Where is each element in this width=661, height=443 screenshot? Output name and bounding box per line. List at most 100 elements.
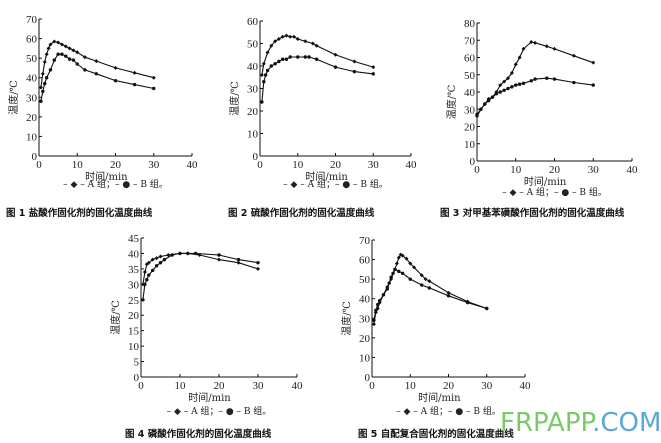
y-tick-label: 10	[128, 341, 140, 353]
data-point-b	[158, 261, 163, 265]
y-tick-label: 15	[128, 326, 140, 338]
x-axis-label: 时间/min	[524, 175, 567, 188]
y-tick-label: 20	[128, 310, 140, 322]
data-point-b	[296, 55, 300, 59]
data-point-b	[552, 77, 557, 81]
data-point-a	[521, 46, 526, 51]
data-point-b	[94, 72, 99, 76]
x-tick-label: 10	[292, 159, 304, 171]
x-axis-label: 时间/min	[305, 170, 348, 183]
data-point-a	[38, 85, 43, 90]
x-tick-label: 40	[406, 159, 418, 171]
data-point-a	[333, 52, 338, 57]
data-point-b	[64, 54, 68, 58]
y-tick-label: 30	[247, 84, 259, 96]
data-point-b	[236, 257, 241, 262]
data-point-b	[71, 58, 76, 62]
data-point-b	[256, 261, 260, 265]
data-point-b	[377, 298, 382, 303]
data-point-a	[94, 59, 99, 64]
data-point-b	[465, 300, 470, 305]
legend: – ◆ – A 组；– ● – B 组。	[167, 405, 272, 417]
data-point-b	[372, 318, 376, 322]
data-point-a	[284, 33, 289, 38]
y-tick-label: 60	[247, 16, 259, 28]
x-tick-label: 20	[110, 159, 122, 171]
x-tick-label: 10	[72, 159, 84, 171]
x-tick-label: 40	[520, 380, 532, 392]
data-point-b	[113, 78, 118, 83]
x-axis-label: 时间/min	[188, 391, 231, 404]
data-point-b	[510, 85, 514, 89]
figure-caption: 图 5 自配复合固化剂的固化温度曲线	[358, 428, 514, 440]
data-point-b	[514, 83, 518, 87]
data-point-b	[498, 90, 502, 94]
x-tick-label: 10	[510, 164, 522, 176]
x-tick-label: 30	[368, 159, 380, 171]
data-point-b	[572, 80, 576, 85]
legend: – ◆ – A 组；– ● – B 组。	[502, 186, 607, 198]
data-point-b	[506, 86, 510, 91]
watermark-part2: .COM	[592, 408, 661, 438]
data-point-a	[396, 255, 401, 260]
data-point-a	[280, 34, 285, 39]
x-tick-label: 20	[330, 159, 342, 171]
data-point-a	[75, 50, 80, 55]
data-point-a	[544, 44, 549, 49]
data-point-b	[376, 302, 380, 307]
data-point-b	[162, 257, 167, 262]
legend: – ◆ – A 组；– ● – B 组。	[396, 405, 501, 417]
data-point-a	[166, 252, 171, 257]
data-point-b	[277, 59, 281, 64]
data-point-b	[333, 65, 338, 69]
data-point-a	[288, 34, 293, 39]
data-point-a	[371, 65, 376, 70]
data-point-a	[310, 41, 315, 46]
x-tick-label: 30	[481, 380, 493, 392]
data-point-b	[427, 286, 432, 290]
chart-3: 0 10 20 30 40 0 10 20 30 40 50 60 70 80 时间/min 温度/℃ – ◆ …	[440, 18, 638, 219]
data-point-b	[60, 52, 64, 56]
data-point-a	[427, 279, 432, 284]
data-point-b	[303, 55, 307, 59]
data-point-a	[48, 42, 53, 47]
data-point-a	[371, 322, 376, 327]
y-tick-label: 45	[128, 233, 140, 245]
data-point-b	[397, 269, 401, 274]
data-point-b	[178, 251, 182, 256]
x-tick-label: 20	[443, 380, 455, 392]
data-point-b	[151, 268, 155, 273]
data-point-b	[533, 77, 537, 81]
x-tick-label: 0	[257, 159, 263, 171]
x-tick-label: 0	[369, 380, 375, 392]
y-axis-label: 温度/℃	[228, 81, 241, 116]
y-tick-label: 0	[134, 372, 140, 384]
data-point-a	[150, 257, 155, 262]
data-point-a	[261, 61, 266, 66]
watermark: FRPAPP.COM	[500, 408, 661, 438]
data-point-b	[152, 86, 156, 91]
data-point-a	[71, 48, 76, 53]
x-tick-label: 20	[549, 164, 561, 176]
data-point-a	[498, 83, 503, 88]
x-tick-label: 10	[405, 380, 417, 392]
x-tick-label: 10	[175, 380, 187, 392]
chart-2: 0 10 20 30 40 0 10 20 30 40 50 60 时间/min 温度/℃ – ◆ – A …	[228, 16, 417, 219]
y-axis-label: 温度/℃	[445, 85, 458, 120]
y-tick-label: 10	[247, 129, 259, 141]
y-axis-label: 温度/℃	[109, 300, 122, 335]
data-point-b	[67, 57, 72, 61]
x-tick-label: 40	[627, 164, 639, 176]
data-point-b	[39, 99, 43, 103]
x-tick-label: 0	[474, 164, 480, 176]
series-line-b	[261, 56, 374, 103]
x-tick-label: 40	[187, 159, 199, 171]
data-point-b	[307, 55, 311, 59]
x-tick-label: 20	[214, 380, 226, 392]
x-axis-label: 时间/min	[85, 170, 128, 183]
y-tick-label: 70	[359, 235, 371, 247]
data-point-b	[260, 100, 264, 104]
legend: – ◆ – A 组；– ● – B 组。	[283, 178, 388, 190]
data-point-b	[186, 251, 190, 256]
data-point-a	[113, 65, 118, 70]
